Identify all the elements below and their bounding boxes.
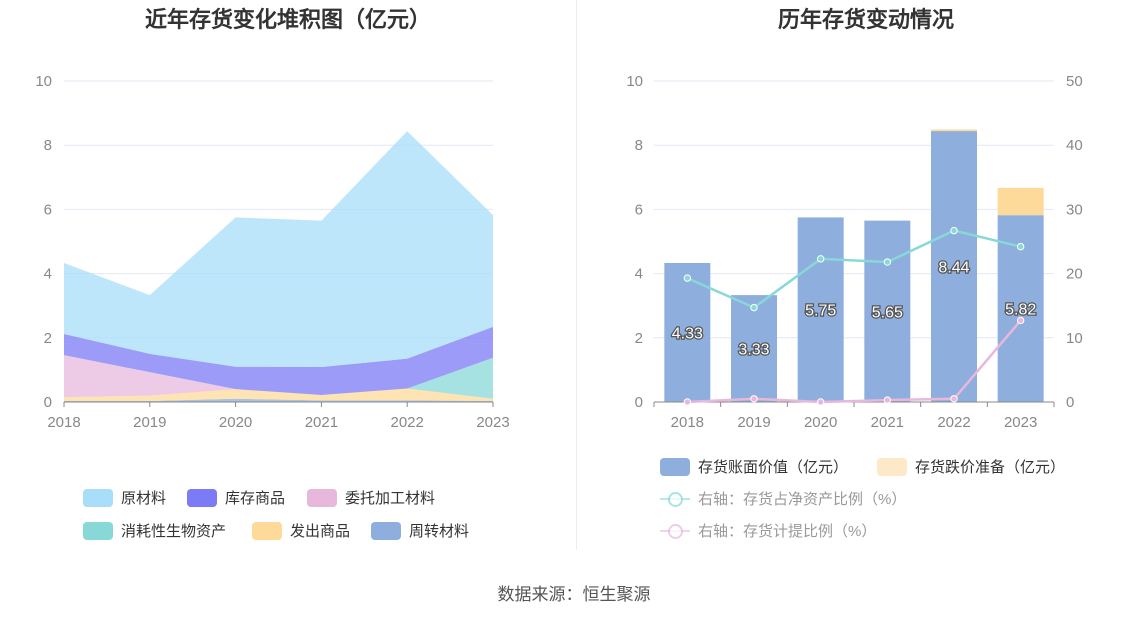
line-point [1016,316,1025,325]
legend-line-swatch [660,522,690,540]
legend-label: 发出商品 [290,523,351,540]
y2-tick-label: 0 [1066,394,1074,411]
y-tick-label: 8 [44,137,52,154]
x-tick-label: 2022 [937,414,970,431]
line-point [950,226,958,235]
left-chart-title: 近年存货变化堆积图（亿元） [144,7,431,32]
y2-tick-label: 30 [1066,201,1083,218]
legend-swatch [877,457,907,476]
legend-label: 周转材料 [409,523,470,540]
y2-tick-label: 10 [1066,330,1083,347]
x-tick-label: 2020 [804,414,837,431]
legend-label: 库存商品 [225,490,286,507]
legend-item-库存商品[interactable]: 库存商品 [187,487,285,508]
legend-item-发出商品[interactable]: 发出商品 [252,520,350,541]
x-tick-label: 2021 [871,414,904,431]
line-series-右轴：存货占净资产比例（%） [686,229,1021,310]
y2-tick-label: 40 [1066,137,1083,154]
y-tick-label: 10 [35,73,52,90]
bar-value-label: 3.33 [738,342,769,359]
y-tick-label: 6 [635,201,643,218]
area-series-原材料 [64,131,493,368]
y-tick-label: 2 [635,330,643,347]
y-tick-label: 0 [44,394,52,411]
line-point [750,303,758,312]
area-series-委托加工材料 [64,355,493,398]
x-tick-label: 2019 [133,414,166,431]
bar-存货账面价值（亿元） [797,217,844,402]
line-series-右轴：存货计提比例（%） [687,319,1022,404]
line-point [1016,242,1025,251]
area-series-发出商品 [64,388,493,402]
legend-label: 右轴：存货计提比例（%） [698,523,877,540]
legend-item-委托加工材料[interactable]: 委托加工材料 [307,487,435,508]
line-point [883,258,892,266]
y-tick-label: 6 [44,201,52,218]
area-series-库存商品 [64,326,493,395]
bar-存货账面价值（亿元） [731,295,777,402]
legend-item-右轴：存货计提比例（%）[interactable]: 右轴：存货计提比例（%） [660,520,876,541]
x-tick-label: 2021 [305,414,338,431]
legend-label: 委托加工材料 [345,490,436,507]
legend-line-swatch [660,490,690,508]
x-tick-label: 2018 [671,414,704,431]
x-tick-label: 2020 [219,414,252,431]
line-point [816,398,825,406]
legend-item-右轴：存货占净资产比例（%）[interactable]: 右轴：存货占净资产比例（%） [660,488,906,509]
line-point [816,255,825,263]
legend-swatch [187,488,217,507]
legend-label: 消耗性生物资产 [121,523,227,540]
x-tick-label: 2022 [391,414,424,431]
legend-swatch [83,521,113,540]
bar-value-label: 5.82 [1005,302,1036,319]
legend-swatch [307,488,337,507]
bar-存货账面价值（亿元） [931,131,977,403]
bar-value-label: 5.65 [872,304,903,321]
stacked-area-chart: 0 2 4 6 8 10 2018 2019 2020 2021 2022 2023 [35,73,509,431]
line-point [950,395,958,403]
line-point [750,395,758,403]
legend-label: 右轴：存货占净资产比例（%） [698,491,907,508]
y-tick-label: 10 [626,73,643,90]
bar-value-label: 5.75 [805,303,836,320]
area-series-周转材料 [64,398,493,402]
legend-label: 原材料 [121,490,167,507]
y-tick-label: 8 [635,137,643,154]
line-point [883,396,892,404]
x-tick-label: 2023 [1004,414,1037,431]
bar-存货账面价值（亿元） [864,220,911,402]
y2-tick-label: 20 [1066,266,1083,283]
legend-item-存货跌价准备（亿元）[interactable]: 存货跌价准备（亿元） [877,456,1065,477]
legend-swatch [660,457,690,476]
legend-item-消耗性生物资产[interactable]: 消耗性生物资产 [83,520,226,541]
legend-item-原材料[interactable]: 原材料 [83,487,166,508]
legend-item-周转材料[interactable]: 周转材料 [371,520,469,541]
y-tick-label: 4 [44,266,52,283]
bar-value-label: 4.33 [672,326,703,343]
y-tick-label: 2 [44,330,52,347]
line-point [683,398,692,406]
line-point [683,274,692,282]
legend-label: 存货跌价准备（亿元） [915,459,1066,476]
bar-存货跌价准备（亿元） [931,129,977,132]
legend-swatch [83,488,113,507]
y-tick-label: 0 [635,394,643,411]
chart-divider [576,0,577,550]
bar-value-label: 8.44 [938,260,969,277]
right-chart-title: 历年存货变动情况 [777,7,954,32]
x-tick-label: 2019 [737,414,770,431]
data-source-note: 数据来源：恒生聚源 [497,585,651,604]
y2-tick-label: 50 [1066,73,1083,90]
inventory-bar-line-chart: 0 2 4 6 8 10 0 10 20 30 40 50 2018 2019 2020 2021 2022 20… [626,73,1083,431]
y-tick-label: 4 [635,266,643,283]
x-tick-label: 2018 [47,414,80,431]
x-tick-label: 2023 [476,414,509,431]
legend-swatch [252,521,282,540]
legend-item-存货账面价值（亿元）[interactable]: 存货账面价值（亿元） [660,456,848,477]
legend-swatch [371,521,401,540]
legend-label: 存货账面价值（亿元） [698,459,849,476]
bar-存货跌价准备（亿元） [997,187,1044,216]
